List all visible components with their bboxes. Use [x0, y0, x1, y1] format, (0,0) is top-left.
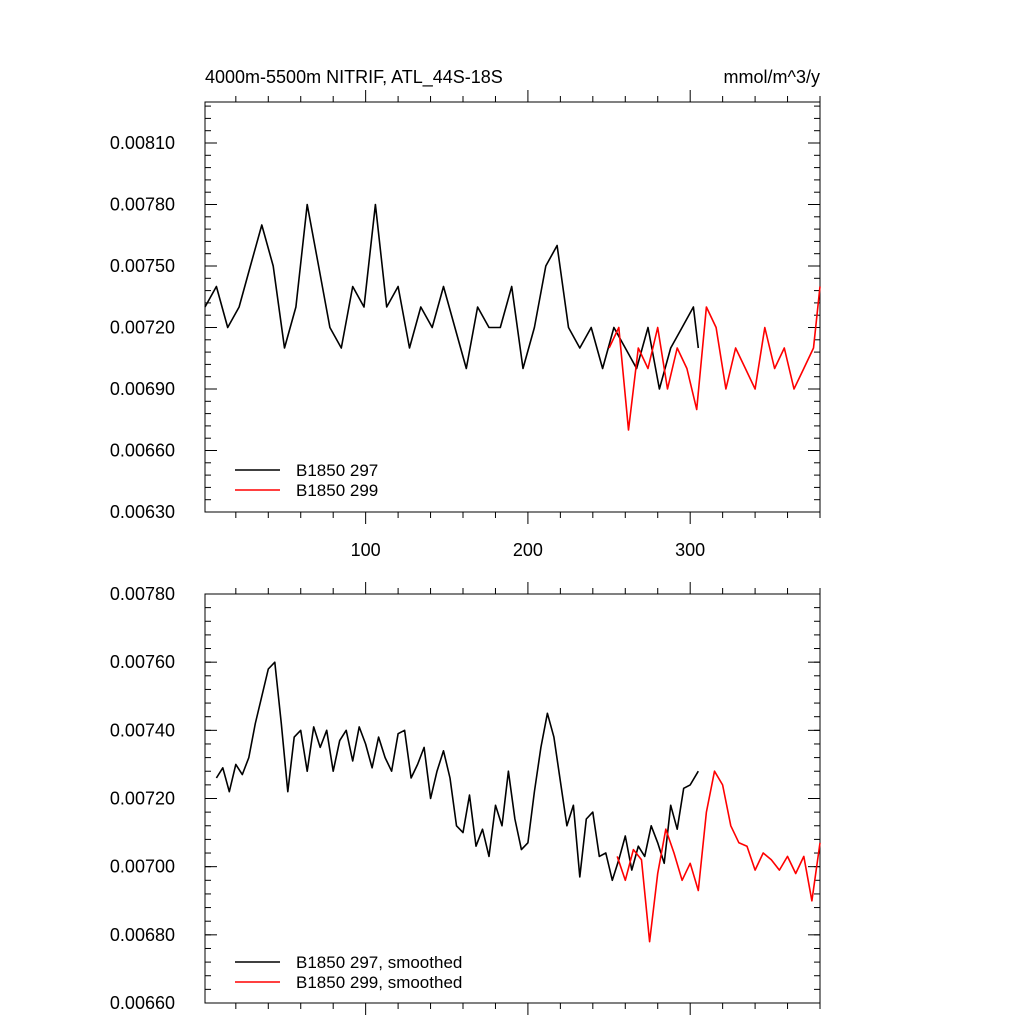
y-tick-label: 0.00780 [110, 584, 175, 604]
x-tick-label: 200 [513, 540, 543, 560]
series-line-black [204, 203, 700, 390]
y-tick-label: 0.00680 [110, 925, 175, 945]
legend-label: B1850 299 [296, 481, 378, 500]
y-tick-label: 0.00660 [110, 993, 175, 1013]
series-line-black [215, 661, 699, 882]
legend-label: B1850 297 [296, 461, 378, 480]
legend-label: B1850 297, smoothed [296, 953, 462, 972]
x-tick-label: 100 [351, 540, 381, 560]
y-tick-label: 0.00780 [110, 195, 175, 215]
y-tick-label: 0.00690 [110, 379, 175, 399]
y-tick-label: 0.00720 [110, 318, 175, 338]
legend-label: B1850 299, smoothed [296, 973, 462, 992]
y-tick-label: 0.00810 [110, 133, 175, 153]
y-tick-label: 0.00700 [110, 857, 175, 877]
top-panel: 0.00630 0.00660 0.00690 0.00720 0.00750 0.007… [110, 90, 821, 560]
y-tick-label: 0.00740 [110, 720, 175, 740]
series-line-red [616, 770, 821, 943]
series-line-red [608, 286, 821, 431]
y-tick-label: 0.00750 [110, 256, 175, 276]
chart-title: 4000m-5500m NITRIF, ATL_44S-18S [205, 67, 503, 88]
x-tick-label: 300 [675, 540, 705, 560]
chart-units: mmol/m^3/y [724, 67, 820, 87]
y-tick-label: 0.00720 [110, 789, 175, 809]
y-tick-label: 0.00660 [110, 441, 175, 461]
y-tick-label: 0.00760 [110, 652, 175, 672]
y-tick-label: 0.00630 [110, 502, 175, 522]
plot-frame [204, 101, 821, 513]
bottom-panel: 0.00660 0.00680 0.00700 0.00720 0.00740 0.007… [110, 582, 821, 1015]
